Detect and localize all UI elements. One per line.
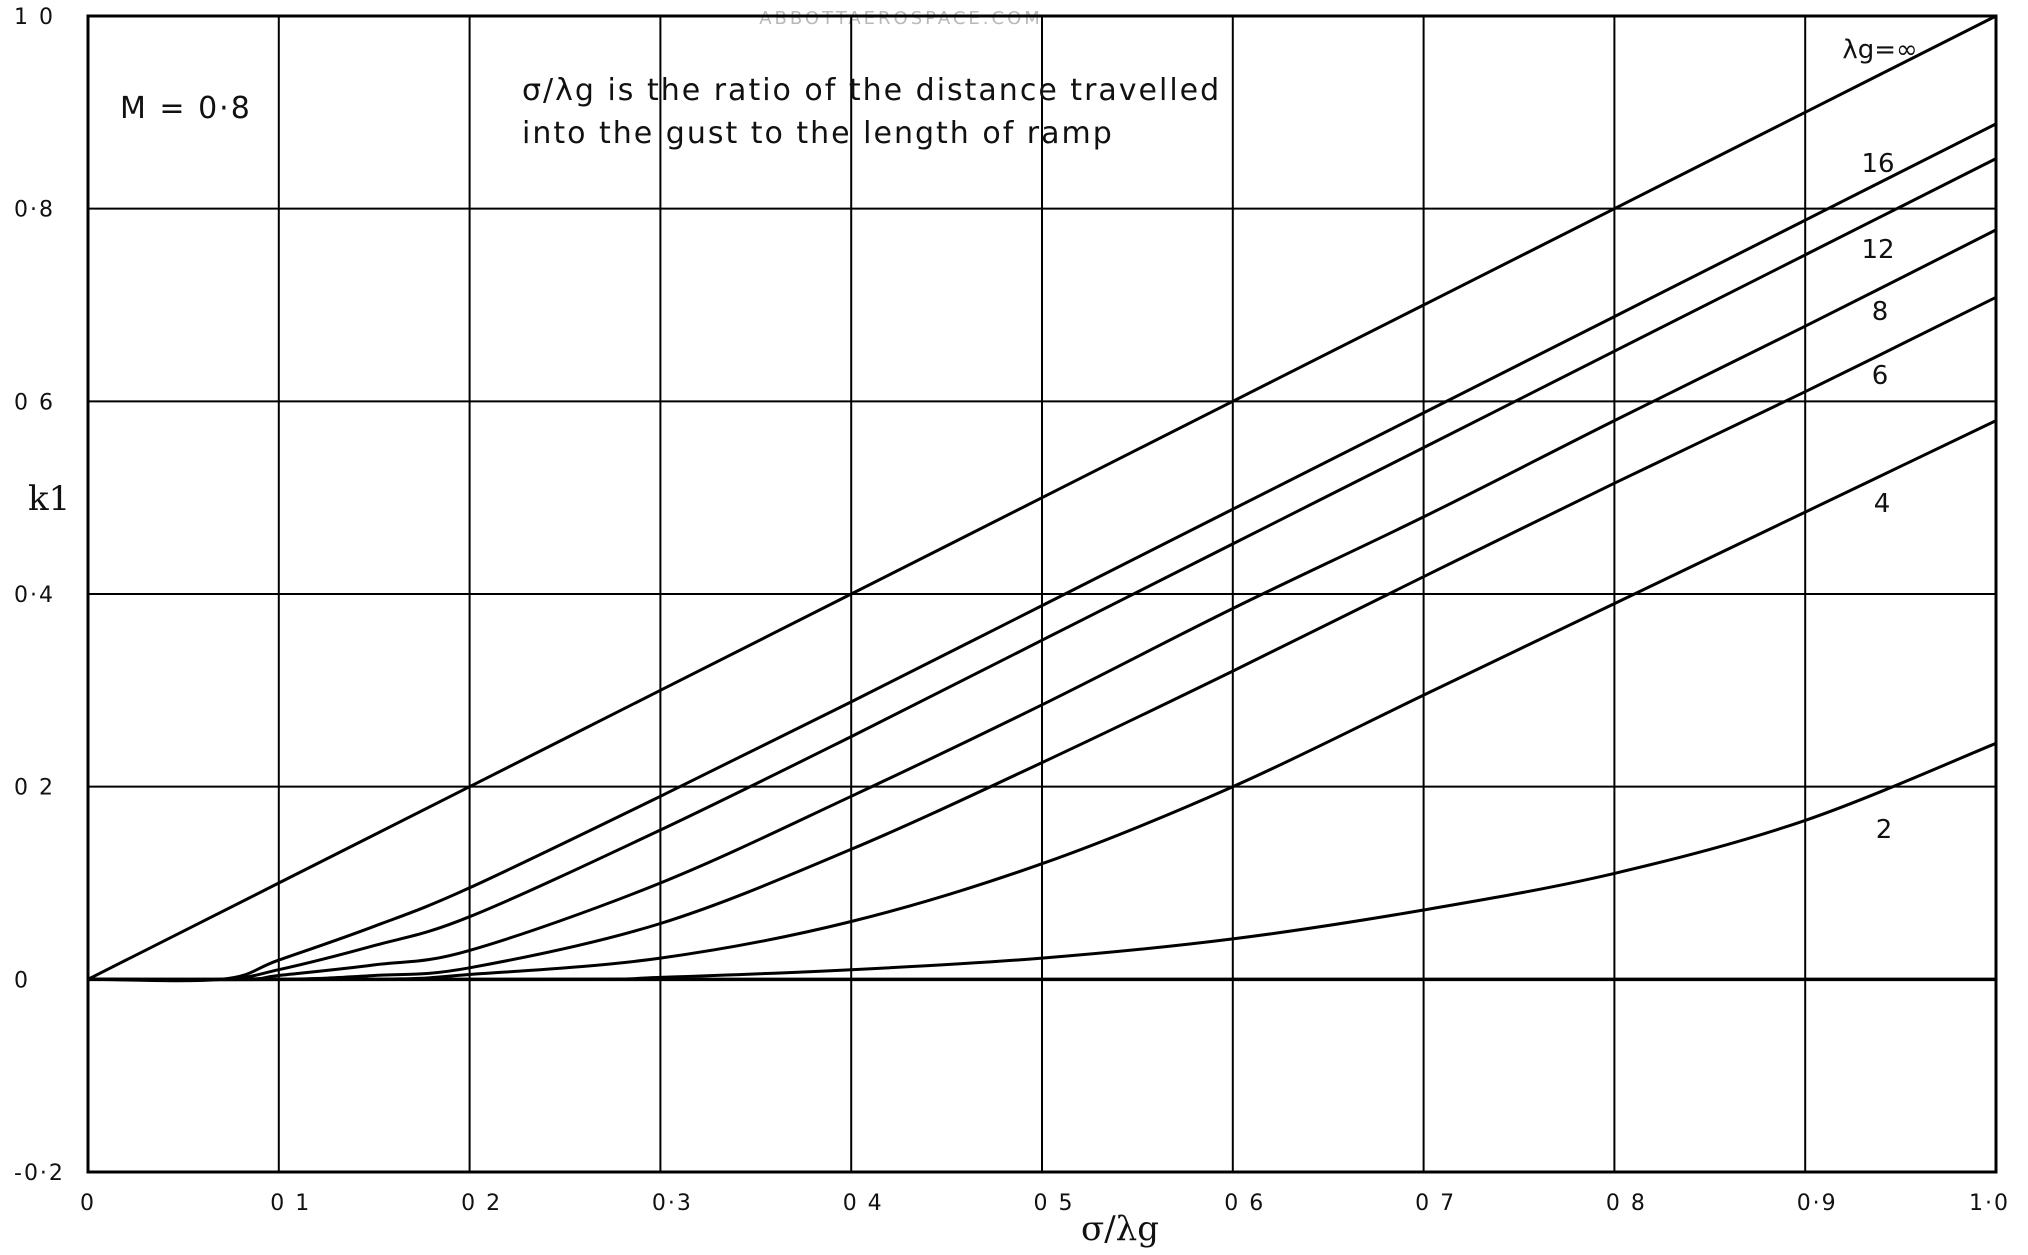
y-tick-label: 0·8 bbox=[14, 198, 55, 223]
curves bbox=[87, 14, 1997, 983]
x-tick-label: 0 2 bbox=[461, 1191, 502, 1216]
series-label: 2 bbox=[1876, 815, 1893, 845]
series-label: 12 bbox=[1861, 235, 1894, 265]
series-label: 6 bbox=[1872, 361, 1889, 391]
series-label: 4 bbox=[1874, 489, 1891, 519]
note-line-2: into the gust to the length of ramp bbox=[522, 116, 1114, 151]
series-label: 8 bbox=[1872, 297, 1889, 327]
series-line-3 bbox=[87, 157, 1997, 982]
series-line-7 bbox=[87, 741, 1997, 981]
series-label: λg=∞ bbox=[1842, 35, 1917, 65]
x-tick-label: 0 1 bbox=[270, 1191, 311, 1216]
y-tick-label: 0 bbox=[14, 968, 30, 993]
x-tick-label: 0 5 bbox=[1034, 1191, 1075, 1216]
series-line-1 bbox=[87, 14, 1997, 981]
x-tick-label: 1·0 bbox=[1969, 1191, 2010, 1216]
y-tick-label: 0 6 bbox=[14, 390, 55, 415]
series-line-5 bbox=[87, 295, 1997, 982]
x-axis-label: σ/λg bbox=[1081, 1209, 1159, 1249]
y-axis-label: k1 bbox=[28, 479, 70, 519]
series-label: 16 bbox=[1861, 149, 1894, 179]
x-tick-label: 0·9 bbox=[1797, 1191, 1838, 1216]
watermark: ABBOTTAEROSPACE.COM bbox=[759, 8, 1043, 29]
x-tick-label: 0 8 bbox=[1606, 1191, 1647, 1216]
y-tick-label: 0·4 bbox=[14, 583, 55, 608]
grid bbox=[86, 14, 1998, 1174]
y-tick-label: 1 0 bbox=[14, 5, 55, 30]
series-line-4 bbox=[87, 228, 1997, 982]
x-tick-label: 0 6 bbox=[1224, 1191, 1265, 1216]
y-tick-label: -0·2 bbox=[14, 1161, 65, 1186]
curve-labels: λg=∞ 16 12 8 6 4 2 bbox=[1842, 35, 1917, 845]
mach-number-label: M = 0·8 bbox=[120, 91, 252, 126]
x-tick-label: 0 7 bbox=[1415, 1191, 1456, 1216]
series-line-6 bbox=[87, 419, 1997, 982]
series-line-2 bbox=[87, 122, 1997, 983]
note-line-1: σ/λg is the ratio of the distance travel… bbox=[522, 73, 1221, 108]
x-tick-label: 0 4 bbox=[843, 1191, 884, 1216]
x-tick-label: 0 bbox=[80, 1191, 96, 1216]
y-tick-label: 0 2 bbox=[14, 776, 55, 801]
x-tick-label: 0·3 bbox=[652, 1191, 693, 1216]
tick-labels: 0 0 1 0 2 0·3 0 4 0 5 0 6 0 7 0 8 0·9 1·0 1 0 0·8 0 6… bbox=[14, 5, 2010, 1216]
